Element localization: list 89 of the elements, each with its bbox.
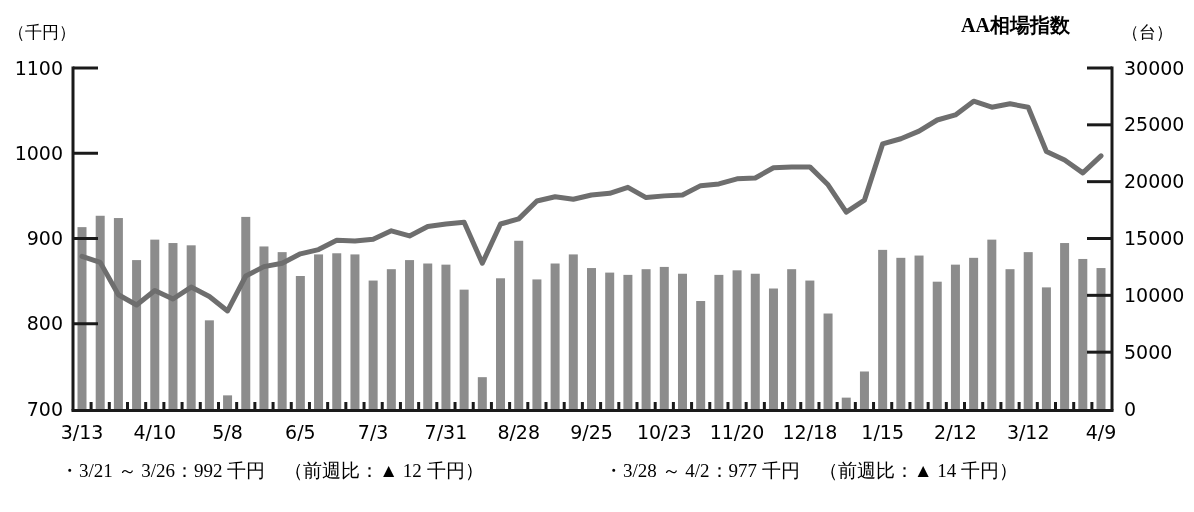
bar: [1023, 252, 1033, 409]
bar: [914, 255, 924, 409]
bar: [969, 257, 979, 409]
x-tick-label: 6/5: [285, 421, 316, 443]
bar: [186, 245, 196, 409]
y2-tick-label: 0: [1124, 397, 1137, 420]
y2-tick-label: 25000: [1124, 113, 1185, 136]
x-tick-label: 8/28: [497, 421, 541, 443]
bar: [204, 320, 214, 409]
bar: [441, 264, 451, 409]
bar: [641, 269, 651, 409]
y-tick-label: 700: [26, 397, 63, 420]
y2-tick-label: 5000: [1124, 340, 1173, 363]
bar: [277, 252, 287, 409]
bar: [532, 279, 542, 409]
bar: [714, 274, 724, 409]
x-tick-label: 3/12: [1006, 421, 1050, 443]
bar: [295, 276, 305, 409]
x-tick-label: 4/9: [1085, 421, 1117, 443]
x-tick-label: 7/31: [424, 421, 468, 443]
bar: [514, 240, 524, 409]
y2-tick-label: 10000: [1124, 283, 1185, 306]
text: ・3/21 ～ 3/26：992 千円 （前週比：▲ 12 千円）: [60, 460, 484, 481]
y2-tick-label: 15000: [1124, 227, 1185, 250]
bar: [932, 281, 942, 409]
bar: [496, 278, 506, 409]
bar: [550, 263, 560, 409]
y2-tick-label: 30000: [1124, 56, 1185, 79]
bar: [896, 257, 906, 409]
bar: [95, 215, 105, 409]
bar: [587, 268, 596, 409]
bar: [368, 280, 378, 409]
bar: [677, 273, 687, 409]
bar: [768, 288, 778, 409]
bar: [332, 253, 342, 409]
bar: [259, 246, 269, 409]
bar: [314, 254, 324, 409]
bar: [386, 269, 396, 409]
bar: [659, 266, 669, 409]
y-tick-label: 900: [26, 227, 63, 250]
bar: [841, 397, 851, 409]
bar: [696, 301, 706, 409]
chart-title: AA相場指数: [961, 14, 1071, 36]
bar: [878, 249, 888, 409]
bar: [113, 218, 123, 409]
bar: [168, 243, 178, 409]
bar: [477, 377, 487, 409]
y-tick-label: 1000: [14, 141, 63, 164]
bar: [1096, 268, 1106, 409]
bar: [732, 270, 742, 409]
bar: [1078, 258, 1088, 409]
bar: [805, 280, 815, 409]
x-tick-label: 10/23: [636, 421, 692, 443]
bar: [1060, 243, 1070, 409]
bar: [350, 254, 360, 409]
y2-axis-title: （台）: [1122, 22, 1173, 42]
y-axis-title: （千円）: [8, 22, 76, 42]
bar: [568, 254, 578, 409]
bar: [132, 260, 142, 409]
x-tick-label: 1/15: [861, 421, 904, 443]
bar: [241, 216, 251, 409]
bar: [859, 371, 869, 409]
bar: [987, 239, 997, 409]
bar: [223, 395, 233, 409]
x-tick-label: 12/18: [782, 421, 838, 443]
bar: [150, 239, 160, 409]
bar: [950, 264, 960, 409]
bar: [823, 313, 833, 409]
x-tick-label: 7/3: [357, 421, 389, 443]
bar: [1041, 287, 1051, 409]
y-tick-label: 1100: [14, 56, 63, 79]
y-tick-label: 800: [26, 312, 63, 335]
bar: [623, 274, 633, 409]
bar: [77, 227, 87, 409]
bar: [605, 272, 615, 409]
bar: [750, 273, 760, 409]
bar: [423, 263, 433, 409]
text: ・3/28 ～ 4/2：977 千円 （前週比：▲ 14 千円）: [604, 460, 1019, 481]
bar: [1005, 269, 1015, 409]
bar: [459, 289, 469, 409]
bar: [787, 269, 797, 409]
x-tick-label: 2/12: [934, 421, 977, 443]
x-tick-label: 9/25: [570, 421, 613, 443]
bar: [405, 260, 415, 409]
y2-tick-label: 20000: [1124, 170, 1185, 193]
x-tick-label: 5/8: [212, 421, 243, 443]
x-tick-label: 11/20: [709, 421, 765, 443]
x-tick-label: 4/10: [133, 421, 177, 443]
x-tick-label: 3/13: [60, 421, 104, 443]
